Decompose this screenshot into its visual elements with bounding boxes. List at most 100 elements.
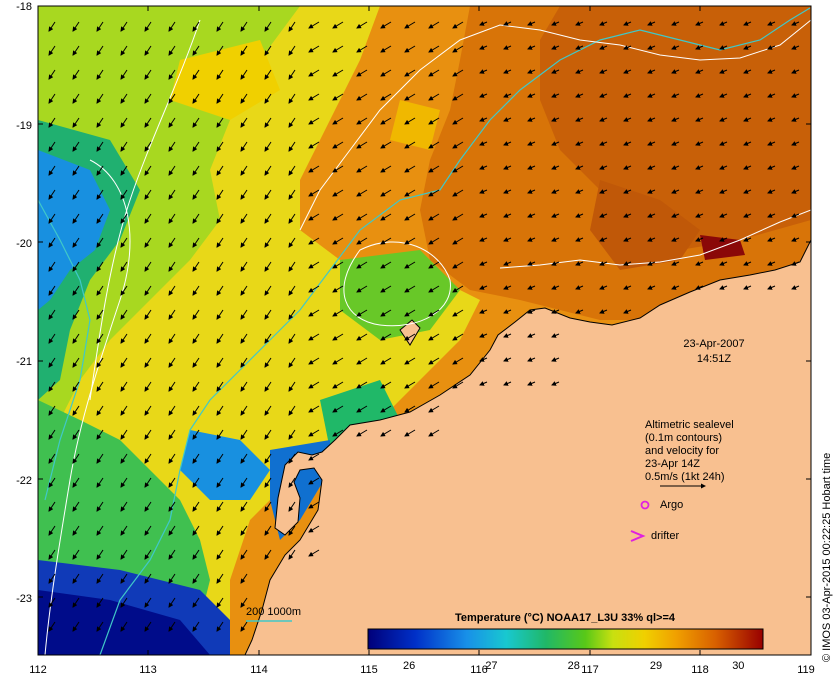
velocity-arrow — [240, 21, 248, 32]
velocity-arrow — [168, 165, 176, 176]
velocity-arrow — [647, 141, 656, 146]
velocity-arrow — [216, 165, 224, 176]
velocity-arrow — [551, 333, 560, 338]
velocity-arrow — [216, 309, 224, 320]
velocity-arrow — [48, 117, 56, 128]
velocity-arrow — [767, 237, 776, 242]
velocity-arrow — [120, 93, 128, 104]
velocity-arrow — [168, 429, 176, 440]
velocity-arrow — [356, 261, 368, 269]
velocity-arrow — [356, 165, 368, 173]
velocity-arrow — [791, 261, 800, 266]
axis-ticks — [37, 5, 812, 655]
velocity-arrow — [168, 21, 176, 32]
velocity-arrow — [308, 213, 320, 221]
velocity-arrow — [428, 309, 440, 317]
velocity-arrow — [72, 597, 80, 608]
velocity-arrow — [168, 93, 176, 104]
velocity-arrow — [216, 573, 224, 584]
velocity-arrow — [48, 141, 56, 152]
velocity-arrow — [72, 477, 80, 488]
velocity-arrow — [72, 93, 80, 104]
velocity-arrow — [264, 117, 272, 128]
velocity-arrow — [479, 357, 488, 362]
velocity-arrow — [216, 525, 224, 536]
velocity-arrow — [599, 141, 608, 146]
velocity-arrow — [240, 45, 248, 56]
velocity-arrow — [428, 93, 440, 101]
velocity-arrow — [332, 93, 344, 101]
velocity-arrow — [96, 405, 104, 416]
velocity-arrow — [479, 45, 488, 50]
velocity-arrow — [120, 189, 128, 200]
velocity-arrow — [551, 213, 560, 218]
velocity-arrow — [695, 261, 704, 266]
velocity-arrow — [719, 213, 728, 218]
velocity-arrow — [72, 549, 80, 560]
velocity-arrow — [479, 117, 488, 122]
velocity-arrow — [72, 453, 80, 464]
velocity-arrow — [647, 117, 656, 122]
velocity-arrow — [623, 285, 632, 290]
velocity-arrow — [404, 429, 416, 437]
velocity-arrow — [288, 117, 296, 128]
velocity-arrow — [623, 309, 632, 314]
velocity-arrow — [647, 261, 656, 266]
velocity-arrow — [216, 213, 224, 224]
velocity-arrow — [120, 501, 128, 512]
velocity-arrow — [192, 117, 200, 128]
velocity-arrow — [767, 261, 776, 266]
velocity-arrow — [96, 165, 104, 176]
velocity-arrow — [551, 189, 560, 194]
velocity-arrow — [216, 69, 224, 80]
velocity-arrow — [428, 357, 440, 365]
velocity-arrow — [380, 357, 392, 365]
velocity-arrow — [647, 93, 656, 98]
velocity-arrow — [428, 285, 440, 293]
velocity-arrow — [452, 309, 464, 317]
velocity-arrow — [192, 621, 200, 632]
velocity-arrow — [120, 141, 128, 152]
velocity-arrow — [671, 189, 680, 194]
velocity-arrow — [551, 117, 560, 122]
velocity-arrow — [428, 261, 440, 269]
velocity-arrow — [503, 45, 512, 50]
velocity-arrow — [120, 429, 128, 440]
velocity-arrow — [144, 141, 152, 152]
velocity-arrow — [216, 333, 224, 344]
velocity-arrow — [144, 237, 152, 248]
velocity-arrow — [647, 189, 656, 194]
velocity-arrow — [599, 165, 608, 170]
velocity-arrow — [356, 69, 368, 77]
velocity-arrow — [428, 117, 440, 125]
velocity-arrow — [264, 45, 272, 56]
velocity-arrow — [240, 93, 248, 104]
velocity-arrow — [192, 549, 200, 560]
velocity-arrow — [551, 141, 560, 146]
velocity-arrow — [48, 429, 56, 440]
colorbar-tick-label: 29 — [650, 660, 662, 672]
velocity-arrow — [240, 477, 248, 488]
velocity-arrow — [767, 189, 776, 194]
velocity-arrow — [192, 525, 200, 536]
velocity-arrow — [428, 21, 440, 29]
velocity-arrow — [479, 237, 488, 242]
velocity-arrow — [144, 21, 152, 32]
velocity-arrow — [240, 357, 248, 368]
velocity-arrow — [791, 93, 800, 98]
lon-label: 112 — [29, 664, 47, 676]
velocity-arrow — [216, 597, 224, 608]
velocity-arrow — [503, 285, 512, 290]
velocity-arrow — [503, 21, 512, 26]
colorbar-gradient — [367, 628, 764, 650]
velocity-arrow — [452, 93, 464, 101]
velocity-arrow — [144, 261, 152, 272]
velocity-arrow — [767, 117, 776, 122]
velocity-arrow — [647, 285, 656, 290]
velocity-arrow — [72, 117, 80, 128]
velocity-arrow — [308, 189, 320, 197]
velocity-arrow — [332, 237, 344, 245]
velocity-arrow — [216, 429, 224, 440]
velocity-arrow — [743, 285, 752, 290]
velocity-arrow — [479, 285, 488, 290]
